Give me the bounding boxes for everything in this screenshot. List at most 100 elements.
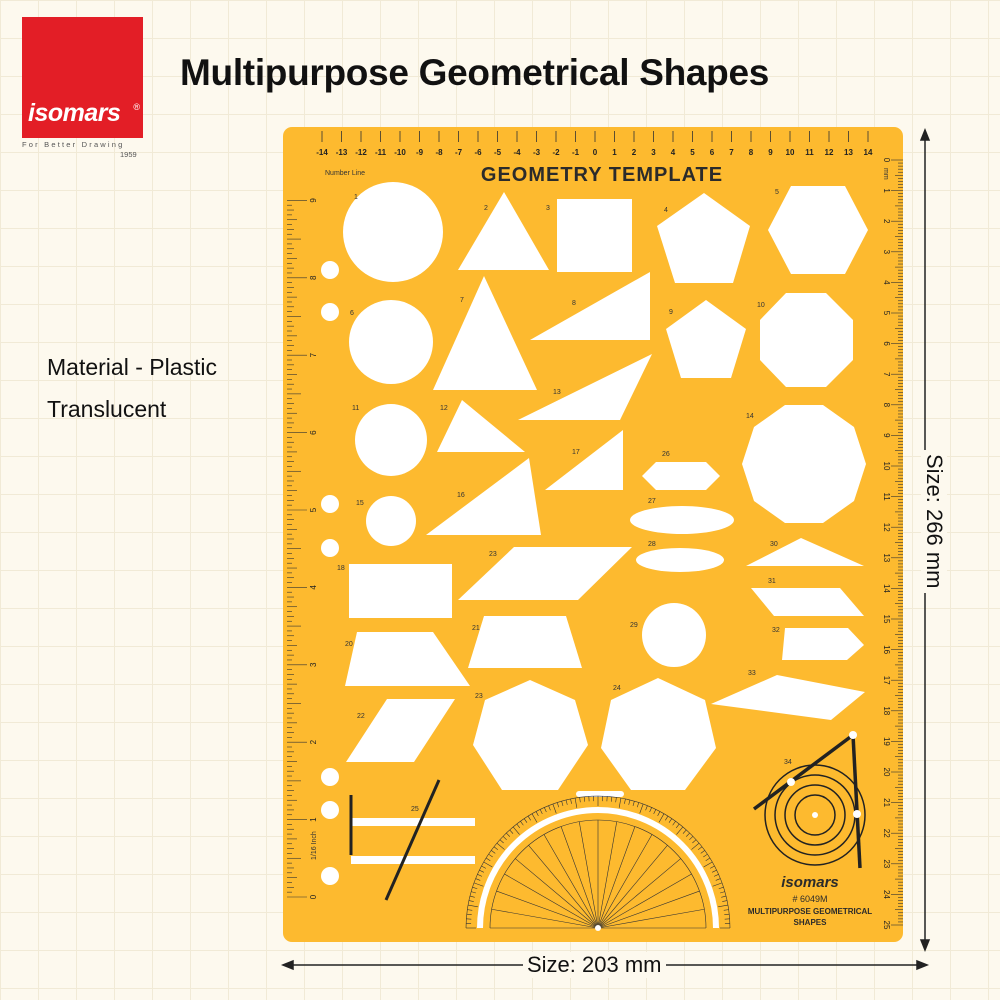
shape-17-triangle xyxy=(545,430,623,490)
number-line-label: -2 xyxy=(552,148,560,157)
protractor-tick xyxy=(523,818,528,823)
shape-number-label: 16 xyxy=(457,492,465,499)
number-line-label: 6 xyxy=(710,148,715,157)
protractor-ray xyxy=(597,845,668,929)
shape-number-label: 4 xyxy=(664,207,668,214)
shape-number-label: 20 xyxy=(345,641,353,648)
mm-label: 10 xyxy=(882,462,891,471)
mm-label: 14 xyxy=(882,584,891,593)
mm-label: 8 xyxy=(882,403,891,408)
number-line-label: 2 xyxy=(632,148,637,157)
shape-number-label: 29 xyxy=(630,622,638,629)
protractor-tick xyxy=(509,829,514,834)
protractor-tick xyxy=(658,813,665,823)
protractor-tick xyxy=(712,882,723,887)
number-line-label: 11 xyxy=(805,148,814,157)
shape-34-circles-tangents xyxy=(752,731,866,869)
number-line-label: -9 xyxy=(416,148,424,157)
number-line-label: 5 xyxy=(690,148,695,157)
shape-number-label: 23 xyxy=(489,551,497,558)
mm-label: 20 xyxy=(882,768,891,777)
protractor-ray xyxy=(597,858,681,929)
inch-unit-label: 1/16 Inch xyxy=(311,831,318,860)
protractor-tick xyxy=(471,891,477,894)
inch-label: 6 xyxy=(309,430,318,435)
number-line-label: -7 xyxy=(455,148,463,157)
shape-cutouts xyxy=(321,182,868,885)
protractor-tick xyxy=(713,874,719,877)
mm-label: 21 xyxy=(882,798,891,807)
number-line-label: 3 xyxy=(651,148,656,157)
protractor-tick xyxy=(574,797,578,808)
shape-23-parallelogram xyxy=(458,547,632,600)
protractor-tick xyxy=(481,865,487,869)
mm-label: 5 xyxy=(882,311,891,316)
inch-label: 5 xyxy=(309,507,318,512)
shape-number-label: 6 xyxy=(350,310,354,317)
material-info: Material - Plastic Translucent xyxy=(47,346,217,430)
number-line-label: 9 xyxy=(768,148,773,157)
protractor-tick xyxy=(719,891,725,894)
protractor-tick xyxy=(527,815,531,821)
number-line-label: 8 xyxy=(749,148,754,157)
shape-7-triangle xyxy=(433,276,537,390)
number-line-label: 10 xyxy=(786,148,795,157)
shape-number-label: 23 xyxy=(475,693,483,700)
mm-label: 12 xyxy=(882,523,891,532)
shape-number-label: 8 xyxy=(572,300,576,307)
protractor-tick xyxy=(639,803,644,814)
mm-label: 24 xyxy=(882,890,891,899)
number-line-label: -14 xyxy=(316,148,328,157)
protractor-tick xyxy=(467,904,478,908)
protractor-tick xyxy=(565,799,568,805)
protractor-ray xyxy=(543,834,599,929)
logo-registered: ® xyxy=(133,102,140,112)
product-name-line: MULTIPURPOSE GEOMETRICAL xyxy=(748,907,872,916)
shape-number-label: 2 xyxy=(484,205,488,212)
shape-14-decagon xyxy=(742,405,866,523)
mm-label: 2 xyxy=(882,219,891,224)
mm-label: 3 xyxy=(882,250,891,255)
protractor-tick xyxy=(475,878,481,881)
protractor-tick xyxy=(692,839,697,844)
protractor-tick xyxy=(715,878,721,881)
hole xyxy=(321,768,339,786)
model-number: # 6049M xyxy=(792,894,827,904)
protractor-ray xyxy=(597,908,705,929)
protractor-tick xyxy=(485,857,491,861)
shape-number-label: 1 xyxy=(354,194,358,201)
protractor-tick xyxy=(469,895,475,898)
shape-27-ellipse xyxy=(630,506,734,534)
protractor-tick xyxy=(649,807,652,813)
protractor-tick xyxy=(657,811,661,817)
mm-label: 23 xyxy=(882,859,891,868)
protractor-tick xyxy=(691,842,700,850)
inch-label: 2 xyxy=(309,739,318,744)
shape-18-rectangle xyxy=(349,564,452,618)
protractor-tick xyxy=(636,802,640,808)
protractor-tick xyxy=(686,832,690,837)
shape-number-label: 33 xyxy=(748,670,756,677)
protractor-tick xyxy=(703,861,713,868)
protractor-tick xyxy=(466,913,472,916)
mm-label: 18 xyxy=(882,706,891,715)
shape-26-hexagon xyxy=(642,462,720,490)
mm-label: 1 xyxy=(882,188,891,193)
shape-number-label: 27 xyxy=(648,498,656,505)
protractor-tick xyxy=(491,850,496,854)
number-line-label: -3 xyxy=(533,148,541,157)
protractor-tick xyxy=(477,874,483,877)
protractor-tick xyxy=(709,865,715,869)
material-line: Material - Plastic xyxy=(47,354,217,380)
shape-1-circle xyxy=(343,182,443,282)
inch-label: 9 xyxy=(309,198,318,203)
protractor-ray xyxy=(491,908,599,929)
mm-label: 11 xyxy=(882,492,891,501)
shape-20-trapezoid xyxy=(345,632,470,686)
mm-label: 15 xyxy=(882,615,891,624)
shape-10-octagon xyxy=(760,293,853,387)
shape-number-label: 34 xyxy=(784,759,792,766)
protractor-tick xyxy=(570,798,572,804)
mm-unit-label: mm xyxy=(882,168,889,180)
